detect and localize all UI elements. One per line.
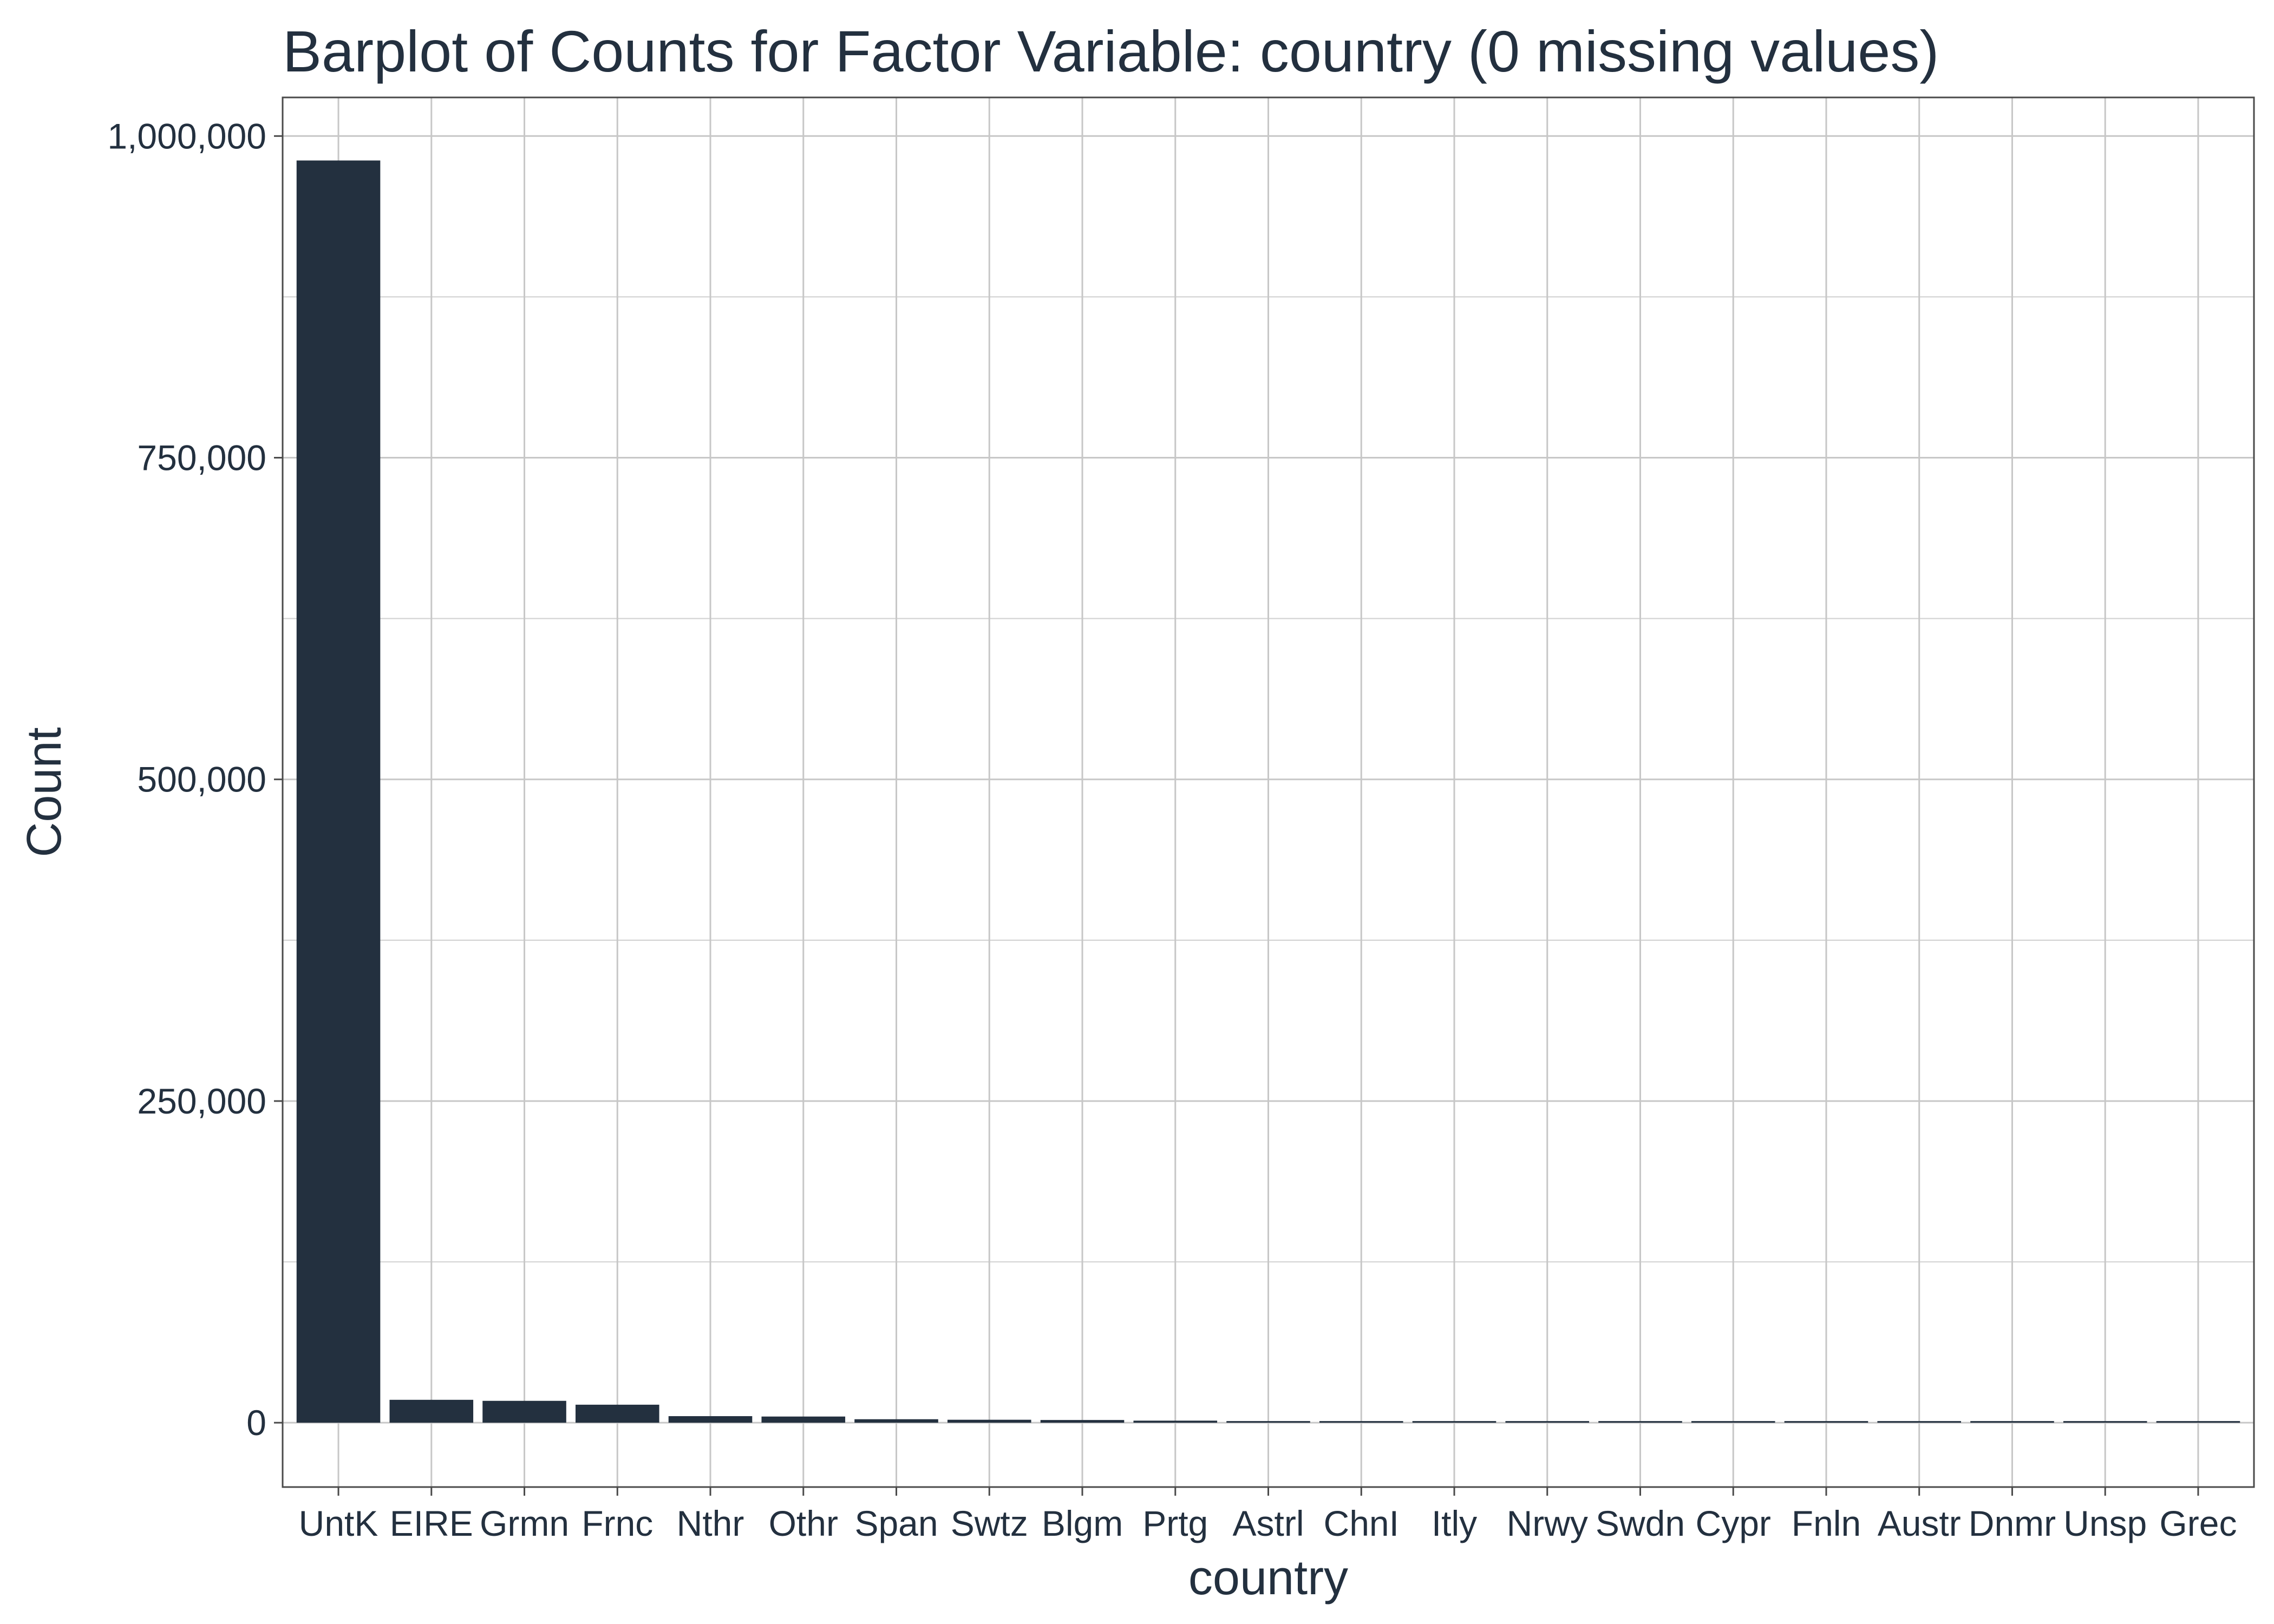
bar-grmn: [482, 1400, 566, 1423]
x-tick-label: Blgm: [1042, 1503, 1123, 1543]
bar-prtg: [1133, 1420, 1218, 1423]
bar-blgm: [1040, 1420, 1125, 1423]
bar-austr: [1877, 1421, 1962, 1423]
x-tick-label: Unsp: [2063, 1503, 2147, 1543]
bar-fnln: [1784, 1421, 1868, 1423]
x-tick-label: Nthr: [677, 1503, 744, 1543]
major-gridlines: [283, 97, 2254, 1487]
x-tick-label: Grmn: [480, 1503, 569, 1543]
y-tick-label: 500,000: [137, 759, 266, 800]
x-tick-label: Nrwy: [1507, 1503, 1588, 1543]
bar-nrwy: [1505, 1421, 1590, 1423]
bar-span: [854, 1419, 938, 1423]
y-tick-labels: 0 250,000 500,000 750,000 1,000,000: [107, 116, 266, 1443]
x-tick-label: Austr: [1878, 1503, 1961, 1543]
chart-title: Barplot of Counts for Factor Variable: c…: [283, 18, 1939, 84]
bar-untk: [296, 160, 381, 1423]
x-tick-label: Fnln: [1792, 1503, 1861, 1543]
bar-dnmr: [1970, 1421, 2054, 1423]
y-tick-label: 750,000: [137, 438, 266, 478]
bar-frnc: [575, 1404, 659, 1423]
y-axis-title: Count: [17, 727, 71, 857]
bar-othr: [761, 1416, 846, 1423]
x-tick-label: Swtz: [951, 1503, 1028, 1543]
x-tick-label: Prtg: [1142, 1503, 1208, 1543]
axis-ticks: [274, 135, 2199, 1496]
x-tick-label: Grec: [2159, 1503, 2237, 1543]
x-tick-label: Itly: [1432, 1503, 1477, 1543]
bar-unsp: [2063, 1421, 2147, 1423]
bar-chni: [1319, 1421, 1403, 1423]
x-tick-label: Othr: [769, 1503, 838, 1543]
x-tick-labels: UntK EIRE Grmn Frnc Nthr Othr Span Swtz Blgm Prtg…: [299, 1503, 2237, 1543]
bar-nthr: [668, 1416, 753, 1423]
bar-cypr: [1691, 1421, 1775, 1423]
bar-swtz: [947, 1419, 1031, 1423]
bars: [296, 160, 2240, 1423]
x-axis-title: country: [1188, 1551, 1348, 1605]
x-tick-label: EIRE: [390, 1503, 473, 1543]
x-tick-label: ChnI: [1324, 1503, 1399, 1543]
x-tick-label: UntK: [299, 1503, 378, 1543]
x-tick-label: Frnc: [581, 1503, 653, 1543]
bar-astrl: [1226, 1421, 1310, 1423]
bar-eire: [389, 1399, 474, 1423]
x-tick-label: Span: [854, 1503, 938, 1543]
bar-grec: [2156, 1421, 2240, 1423]
x-tick-label: Dnmr: [1969, 1503, 2056, 1543]
y-tick-label: 1,000,000: [107, 116, 266, 156]
x-tick-label: Astrl: [1233, 1503, 1304, 1543]
bar-swdn: [1598, 1421, 1682, 1423]
x-tick-label: Swdn: [1596, 1503, 1685, 1543]
x-tick-label: Cypr: [1696, 1503, 1771, 1543]
y-tick-label: 250,000: [137, 1081, 266, 1121]
y-tick-label: 0: [246, 1403, 266, 1443]
bar-itly: [1412, 1421, 1497, 1423]
